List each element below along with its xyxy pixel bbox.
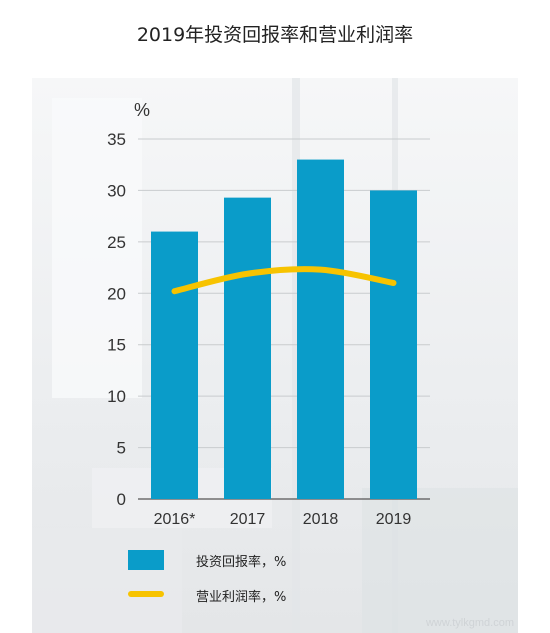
y-axis-label: % [134, 100, 150, 120]
bar-2016 [151, 231, 198, 500]
y-tick-label: 20 [107, 284, 126, 303]
bar-2017 [224, 197, 271, 499]
background-shape [292, 78, 300, 633]
page-title: 2019年投资回报率和营业利润率 [136, 24, 414, 46]
x-tick-label: 2018 [303, 511, 339, 528]
y-tick-label: 0 [117, 490, 126, 509]
y-tick-label: 35 [107, 130, 126, 149]
y-tick-label: 15 [107, 336, 126, 355]
background-shape [32, 528, 182, 633]
bar-2019 [370, 190, 417, 499]
watermark: www.tylkgmd.com [425, 617, 514, 629]
y-tick-label: 5 [117, 439, 126, 458]
background-shape [362, 488, 518, 633]
line-series [171, 266, 397, 295]
x-tick-label: 2016* [154, 511, 196, 528]
y-tick-label: 10 [107, 387, 126, 406]
bar-2018 [297, 159, 344, 500]
bars [151, 159, 417, 500]
axes: 0 5 10 15 20 25 30 35% 2016* 2017 2018 2019 [107, 100, 411, 528]
operating-margin-line [171, 266, 397, 295]
x-tick-label: 2019 [376, 511, 412, 528]
background-shape [52, 98, 142, 398]
y-tick-label: 30 [107, 181, 126, 200]
x-tick-label: 2017 [230, 511, 266, 528]
y-tick-label: 25 [107, 233, 126, 252]
